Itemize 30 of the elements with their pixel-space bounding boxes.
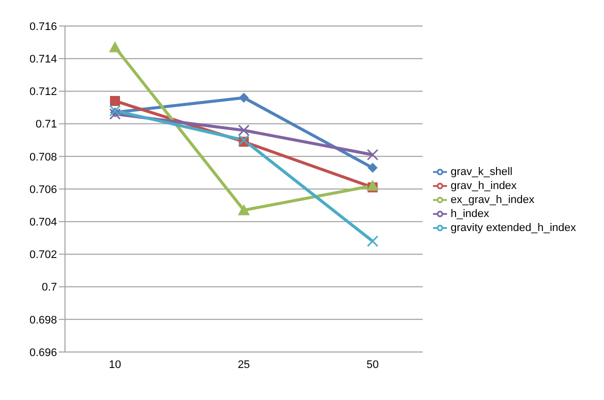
point — [238, 124, 250, 136]
y-tick-label: 0.696 — [29, 346, 57, 359]
x-tick-label: 10 — [108, 358, 122, 371]
y-tick-label: 0.71 — [36, 118, 57, 131]
y-tick-label: 0.716 — [29, 20, 57, 33]
point — [366, 235, 378, 247]
y-tick-label: 0.698 — [29, 314, 57, 326]
y-tick-label: 0.708 — [29, 151, 57, 164]
y-tick-label: 0.714 — [29, 54, 57, 66]
y-tick-label: 0.7 — [42, 282, 57, 294]
legend-label: grav_h_index — [450, 180, 517, 192]
y-tick-label: 0.706 — [29, 184, 57, 196]
point — [238, 92, 249, 103]
x-tick-label: 50 — [366, 358, 379, 371]
point — [110, 96, 120, 106]
point — [109, 108, 121, 120]
point — [238, 134, 250, 146]
x-tick-label: 25 — [238, 358, 250, 371]
point — [366, 149, 378, 161]
y-tick-label: 0.704 — [29, 216, 57, 229]
legend-label: h_index — [450, 208, 490, 220]
y-tick-label: 0.702 — [29, 249, 57, 262]
legend-label: gravity extended_h_index — [450, 222, 576, 234]
point — [366, 180, 379, 191]
point — [368, 162, 378, 173]
legend-label: grav_k_shell — [450, 166, 512, 178]
y-tick-label: 0.712 — [29, 86, 57, 98]
legend-label: ex_grav_h_index — [450, 194, 534, 206]
point — [238, 204, 250, 216]
point — [109, 41, 121, 52]
